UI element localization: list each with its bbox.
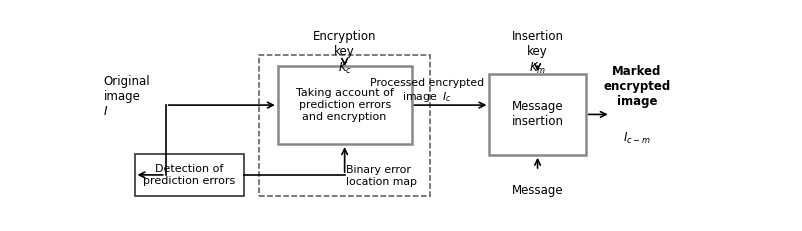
Text: Encryption
key
$K_c$: Encryption key $K_c$ (313, 30, 376, 76)
Text: Insertion
key
$K_m$: Insertion key $K_m$ (511, 30, 563, 76)
Text: Marked
encrypted
image: Marked encrypted image (602, 65, 670, 108)
Text: Original
image
$I$: Original image $I$ (103, 75, 150, 118)
Text: Processed encrypted
image  $I_c$: Processed encrypted image $I_c$ (370, 78, 484, 104)
FancyBboxPatch shape (135, 154, 243, 196)
FancyBboxPatch shape (277, 66, 411, 144)
Text: Message
insertion: Message insertion (511, 100, 563, 128)
Text: Binary error
location map: Binary error location map (346, 165, 417, 187)
Text: $I_{c-m}$: $I_{c-m}$ (622, 131, 650, 146)
Text: Detection of
prediction errors: Detection of prediction errors (143, 164, 235, 186)
FancyBboxPatch shape (488, 74, 585, 155)
Text: Taking account of
prediction errors
and encryption: Taking account of prediction errors and … (295, 88, 393, 122)
Text: Message: Message (511, 184, 563, 197)
